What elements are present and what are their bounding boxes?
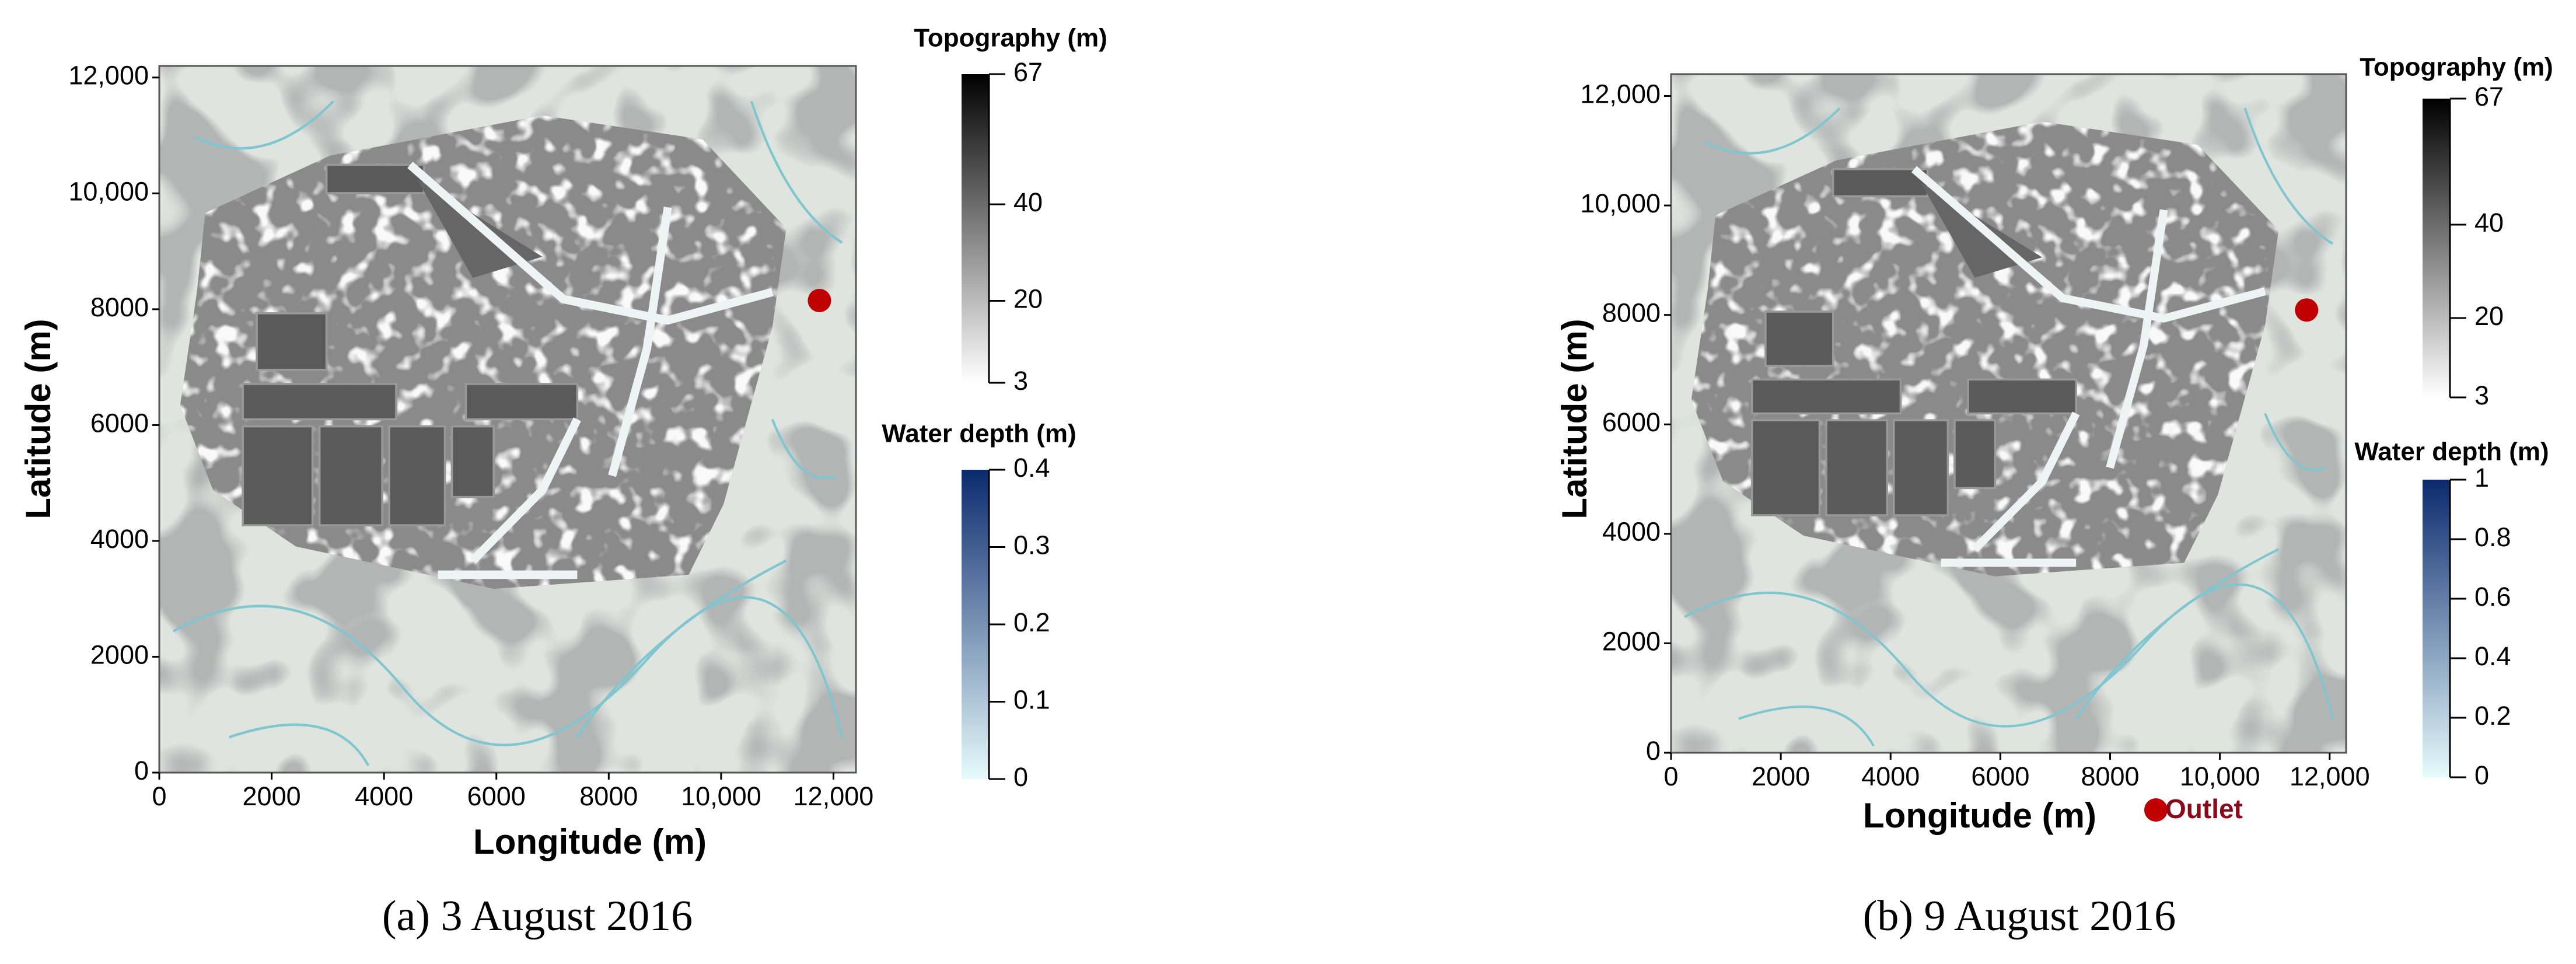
colorbar-tick-label: 0.1	[1013, 684, 1050, 714]
x-axis-label: Longitude (m)	[473, 822, 707, 861]
legend-label: Outlet	[2165, 794, 2243, 824]
colorbar-tick-label: 40	[2474, 208, 2504, 237]
x-tick-label: 8000	[2081, 762, 2139, 791]
colorbar-tick-label: 0.2	[1013, 607, 1050, 637]
colorbar-tick-label: 0.8	[2474, 522, 2511, 552]
outlet-marker	[2295, 298, 2319, 322]
y-tick-label: 10,000	[1580, 188, 1661, 218]
y-tick-label: 4000	[1602, 517, 1661, 547]
caption: (b) 9 August 2016	[1863, 892, 2176, 940]
x-tick-label: 4000	[1861, 762, 1920, 791]
x-tick-label: 0	[1663, 762, 1678, 791]
colorbar-tick-label: 0.4	[2474, 641, 2511, 671]
colorbar-tick-label: 40	[1013, 187, 1043, 217]
colorbar-title: Topography (m)	[2360, 53, 2553, 82]
colorbar-tick-label: 3	[2474, 380, 2489, 410]
y-tick-label: 2000	[90, 640, 149, 669]
y-tick-label: 0	[134, 756, 149, 785]
colorbar-title: Water depth (m)	[882, 420, 1076, 448]
y-tick-label: 2000	[1602, 626, 1661, 656]
colorbar-tick-label: 0.3	[1013, 530, 1050, 560]
outlet-marker	[808, 289, 831, 313]
legend-marker	[2144, 798, 2168, 822]
y-axis-label: Latitude (m)	[1555, 319, 1594, 519]
x-axis-label: Longitude (m)	[1863, 796, 2096, 835]
colorbar-tick-label: 0	[2474, 760, 2489, 790]
x-tick-label: 2000	[1752, 762, 1810, 791]
y-tick-label: 8000	[90, 292, 149, 322]
colorbar-tick-label: 67	[1013, 57, 1043, 87]
y-tick-label: 0	[1646, 736, 1661, 766]
x-tick-label: 10,000	[681, 781, 761, 811]
caption: (a) 3 August 2016	[382, 892, 693, 940]
colorbar-tick-label: 0	[1013, 762, 1028, 792]
y-tick-label: 8000	[1602, 298, 1661, 328]
colorbar	[2423, 99, 2450, 397]
y-tick-label: 6000	[1602, 407, 1661, 437]
plot-frame	[1670, 73, 2347, 754]
x-tick-label: 2000	[243, 781, 301, 811]
colorbar-tick-label: 20	[2474, 301, 2504, 331]
y-tick-label: 4000	[90, 524, 149, 554]
map-raster	[159, 66, 856, 773]
y-tick-label: 6000	[90, 408, 149, 438]
x-tick-label: 8000	[579, 781, 638, 811]
x-tick-label: 6000	[1971, 762, 2029, 791]
colorbar	[2423, 480, 2450, 777]
colorbar-tick-label: 0.2	[2474, 701, 2511, 731]
plot-frame	[158, 65, 857, 774]
colorbar	[962, 74, 989, 383]
colorbar-tick-label: 3	[1013, 366, 1028, 396]
y-tick-label: 12,000	[1580, 79, 1661, 109]
colorbar-title: Water depth (m)	[2354, 438, 2549, 466]
y-tick-label: 10,000	[68, 176, 149, 206]
x-tick-label: 12,000	[794, 781, 874, 811]
map-raster	[1671, 74, 2346, 753]
x-tick-label: 4000	[355, 781, 413, 811]
colorbar	[962, 470, 989, 779]
y-axis-label: Latitude (m)	[19, 319, 58, 519]
x-tick-label: 6000	[467, 781, 526, 811]
colorbar-tick-label: 0.6	[2474, 582, 2511, 612]
colorbar-tick-label: 0.4	[1013, 453, 1050, 483]
colorbar-title: Topography (m)	[914, 24, 1107, 53]
colorbar-tick-label: 67	[2474, 82, 2504, 111]
x-tick-label: 10,000	[2180, 762, 2260, 791]
x-tick-label: 0	[152, 781, 166, 811]
colorbar-tick-label: 20	[1013, 284, 1043, 313]
colorbar-tick-label: 1	[2474, 463, 2489, 493]
x-tick-label: 12,000	[2290, 762, 2370, 791]
y-tick-label: 12,000	[68, 61, 149, 90]
